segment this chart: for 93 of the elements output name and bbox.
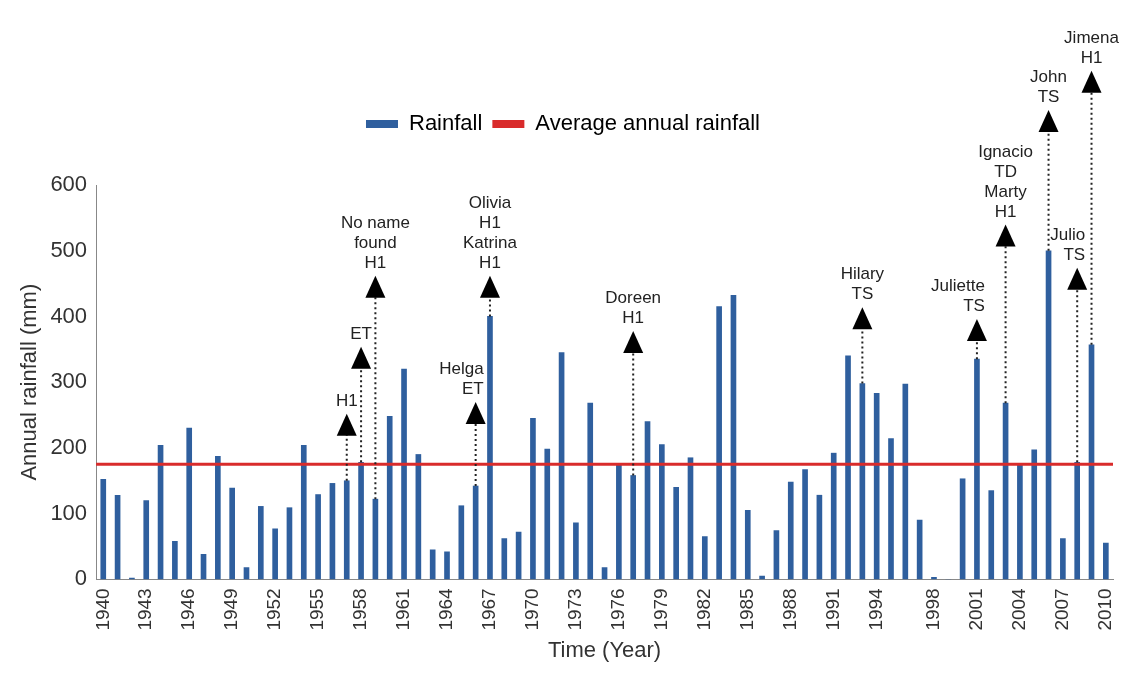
- y-axis-title: Annual rainfall (mm): [16, 283, 42, 481]
- x-tick-label: 2007: [1051, 588, 1073, 631]
- bar: [143, 500, 150, 580]
- bar: [888, 438, 894, 580]
- bar: [386, 416, 393, 580]
- bar: [1103, 542, 1109, 580]
- annotation: Doreen H1: [605, 288, 662, 328]
- bar: [458, 505, 465, 580]
- bar: [931, 577, 937, 580]
- annotation: Hilary TS: [840, 264, 885, 304]
- bar: [830, 452, 837, 580]
- x-tick-label: 1994: [864, 587, 886, 631]
- x-tick-label: 1973: [564, 588, 586, 631]
- x-axis-title: Time (Year): [547, 636, 662, 662]
- bar: [1031, 449, 1038, 580]
- bar: [716, 306, 722, 580]
- x-tick-label: 1946: [177, 588, 199, 631]
- bar: [401, 368, 407, 580]
- bar: [300, 444, 307, 580]
- x-tick-label: 1949: [220, 588, 242, 631]
- bar: [744, 509, 751, 580]
- x-tick-label: 1958: [349, 588, 371, 631]
- x-tick-label: 1976: [607, 588, 629, 631]
- bar: [787, 481, 794, 580]
- bar: [1060, 538, 1066, 580]
- y-tick-label: 200: [50, 433, 88, 459]
- x-tick-label: 1967: [478, 588, 500, 631]
- bar: [343, 480, 350, 580]
- bar: [1017, 463, 1023, 580]
- y-tick-label: 600: [50, 171, 88, 197]
- annotation: John TS: [1030, 67, 1067, 107]
- bar: [100, 479, 107, 580]
- bar: [673, 486, 679, 580]
- annotation: Jimena H1: [1064, 27, 1120, 67]
- bar: [358, 462, 364, 580]
- x-tick-label: 1985: [736, 588, 758, 631]
- bar: [659, 444, 665, 580]
- y-tick-label: 0: [74, 565, 88, 591]
- annotation: Olivia H1 Katrina H1: [463, 192, 518, 272]
- bar: [487, 316, 493, 580]
- bar: [229, 487, 235, 580]
- bar: [873, 393, 880, 580]
- bar: [257, 506, 264, 580]
- bar: [587, 402, 594, 580]
- bar: [215, 456, 221, 580]
- y-tick-label: 300: [50, 368, 88, 394]
- annotation: Julio TS: [1050, 225, 1086, 264]
- x-tick-label: 1970: [521, 588, 543, 631]
- x-tick-label: 1955: [306, 588, 328, 631]
- x-tick-label: 1998: [922, 588, 944, 631]
- y-tick-label: 400: [50, 302, 88, 328]
- y-tick-label: 100: [50, 499, 88, 525]
- x-tick-label: 1991: [821, 588, 843, 631]
- annotation: Ignacio TD Marty H1: [978, 141, 1033, 221]
- bar: [759, 575, 765, 580]
- bar: [802, 469, 808, 580]
- bar: [186, 427, 193, 580]
- bar: [530, 417, 536, 580]
- x-tick-label: 1961: [392, 588, 414, 631]
- annotation: No name found H1: [340, 212, 410, 272]
- x-tick-label: 2010: [1094, 588, 1116, 631]
- bar: [573, 522, 579, 580]
- bar: [616, 463, 622, 580]
- bar: [630, 475, 637, 580]
- bar: [902, 383, 909, 580]
- bar: [501, 538, 508, 580]
- x-tick-label: 1940: [91, 588, 113, 631]
- bar: [701, 536, 708, 580]
- x-tick-label: 1982: [693, 588, 715, 631]
- bar: [315, 494, 321, 580]
- annotation: ET: [350, 323, 372, 343]
- x-tick-label: 1943: [134, 588, 156, 631]
- annotation: Helga ET: [439, 359, 485, 399]
- y-tick-label: 500: [50, 236, 88, 262]
- x-tick-label: 2001: [965, 588, 987, 631]
- legend-label: Rainfall: [409, 110, 483, 136]
- x-tick-label: 1964: [435, 587, 457, 631]
- bar: [988, 490, 995, 580]
- bar: [544, 448, 551, 580]
- bar: [172, 540, 178, 580]
- x-tick-label: 1952: [263, 588, 285, 631]
- x-tick-label: 2004: [1008, 587, 1030, 631]
- bar: [974, 358, 980, 580]
- bar: [845, 355, 851, 580]
- bar: [444, 551, 450, 580]
- x-tick-label: 1988: [778, 588, 800, 631]
- bar: [1074, 462, 1081, 580]
- legend-label: Average annual rainfall: [535, 110, 760, 136]
- annotation: H1: [335, 390, 358, 410]
- x-tick-label: 1979: [650, 588, 672, 631]
- bar: [429, 549, 436, 580]
- annotation: Juliette TS: [931, 276, 985, 316]
- bar: [272, 528, 278, 580]
